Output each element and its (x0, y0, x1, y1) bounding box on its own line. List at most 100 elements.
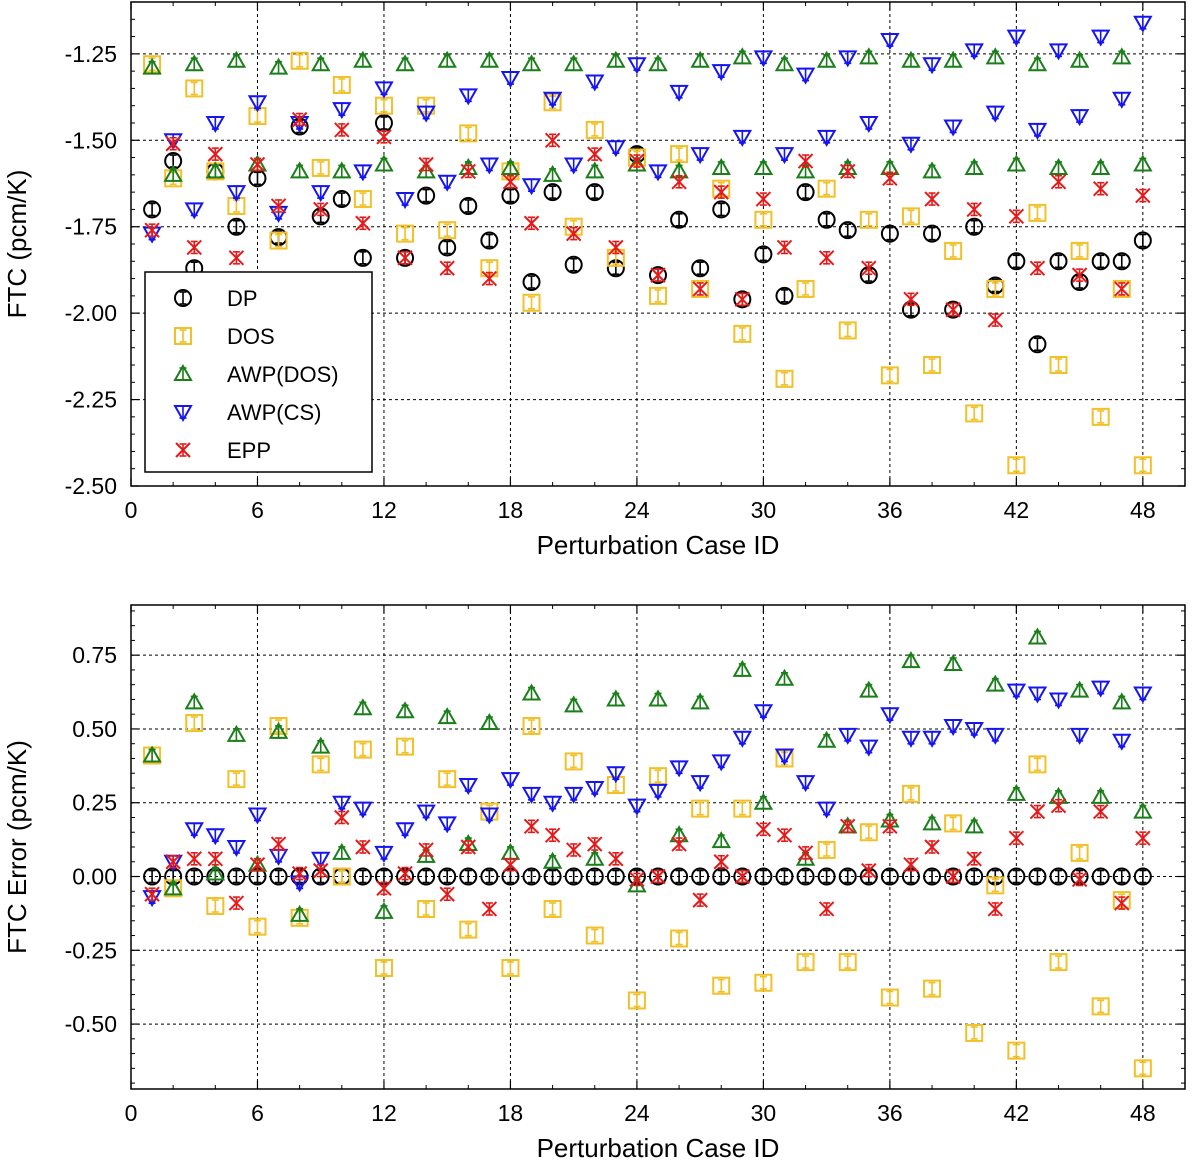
data-point-epp (945, 301, 961, 318)
data-point-dp (1028, 867, 1047, 886)
ftc-x-tick-labels: 0 6 12 18 24 30 36 42 48 (125, 2, 1156, 523)
data-point-epp (840, 818, 856, 835)
x-tick-label: 48 (1130, 497, 1156, 523)
ftc-y-axis-label: FTC (pcm/K) (2, 170, 32, 319)
data-point-dos (543, 899, 562, 918)
data-point-epp (355, 839, 371, 855)
data-point-awp-cs (226, 840, 247, 858)
data-point-awp-cs (437, 174, 457, 192)
data-point-dp (564, 255, 583, 274)
data-point-awp-dos (1027, 627, 1048, 645)
data-point-epp (882, 170, 898, 187)
data-point-awp-cs (332, 102, 352, 120)
data-point-dos (691, 799, 710, 818)
data-point-awp-dos (985, 47, 1006, 65)
data-point-awp-dos (816, 50, 837, 68)
data-point-awp-dos (774, 54, 795, 72)
data-point-awp-cs (1027, 122, 1048, 140)
data-point-awp-cs (922, 57, 942, 75)
data-point-dos (880, 366, 899, 385)
data-point-awp-cs (943, 119, 963, 137)
y-tick-label: -2.25 (65, 387, 117, 413)
data-point-epp (228, 895, 245, 911)
data-point-awp-cs (964, 43, 984, 61)
data-point-epp (1008, 830, 1025, 846)
data-point-awp-dos (310, 54, 331, 72)
data-point-awp-cs (247, 807, 268, 825)
data-point-awp-cs (353, 801, 373, 819)
data-point-dos (1007, 1041, 1026, 1060)
data-point-dos (965, 404, 984, 423)
data-point-awp-dos (289, 161, 310, 179)
data-point-awp-cs (816, 129, 837, 147)
data-point-dp (965, 217, 984, 236)
data-point-epp (270, 836, 287, 852)
data-point-awp-cs (795, 775, 816, 793)
data-point-awp-dos (985, 674, 1006, 692)
data-point-awp-dos (374, 154, 394, 172)
data-point-dos (396, 224, 415, 243)
data-point-dp (796, 183, 815, 202)
data-point-dos (185, 79, 204, 98)
data-point-awp-dos (585, 848, 605, 866)
data-point-awp-dos (205, 161, 226, 179)
data-point-awp-dos (1112, 692, 1132, 710)
data-point-epp (228, 250, 245, 266)
data-point-awp-dos (585, 161, 605, 179)
data-point-epp (565, 842, 582, 858)
data-point-dos (838, 321, 857, 340)
data-point-epp (1029, 803, 1046, 820)
data-point-awp-cs (268, 848, 289, 866)
data-point-awp-dos (142, 57, 162, 75)
data-point-awp-cs (711, 754, 731, 772)
data-point-epp (1071, 871, 1088, 888)
data-point-dos (1007, 456, 1026, 475)
y-tick-label: -1.75 (65, 214, 117, 240)
data-point-epp (987, 901, 1003, 917)
y-tick-label: 0.25 (72, 790, 117, 816)
data-point-dos (501, 959, 520, 977)
data-point-awp-cs (922, 730, 942, 748)
data-point-dp (501, 186, 520, 205)
ftc-error-data-points (142, 627, 1153, 1078)
legend-marker-awp-dos (173, 363, 193, 381)
data-point-dp (564, 867, 583, 886)
data-point-dp (712, 200, 731, 219)
y-tick-label: -1.25 (65, 41, 117, 67)
data-point-awp-cs (859, 116, 879, 134)
data-point-awp-dos (859, 47, 879, 65)
x-tick-label: 24 (624, 497, 650, 523)
series-awp-cs (142, 15, 1153, 244)
data-point-epp (797, 845, 814, 861)
data-point-dp (332, 190, 351, 209)
data-point-dos (944, 241, 963, 260)
data-point-awp-dos (353, 698, 373, 716)
data-point-dos (838, 953, 857, 972)
y-tick-label: -1.50 (65, 127, 117, 153)
data-point-dos (522, 293, 541, 312)
data-point-epp (608, 851, 624, 867)
data-point-dos (417, 899, 436, 918)
data-point-dos (522, 717, 541, 735)
data-point-dos (796, 953, 815, 972)
data-point-awp-dos (542, 851, 563, 869)
data-point-dos (1133, 1059, 1152, 1078)
ftc-error-plot-frame (130, 604, 1186, 1090)
data-point-dp (585, 183, 604, 202)
data-point-dos (332, 75, 351, 94)
data-point-epp (249, 156, 266, 173)
data-point-awp-dos (289, 904, 310, 922)
data-point-awp-cs (542, 91, 563, 109)
data-point-epp (776, 827, 793, 843)
y-tick-label: 0.75 (72, 642, 117, 668)
data-point-dos (585, 120, 604, 139)
data-point-epp (755, 821, 772, 837)
data-point-awp-cs (859, 739, 879, 757)
legend-marker-awp-cs (173, 405, 193, 423)
data-point-awp-cs (774, 748, 795, 766)
data-point-epp (186, 851, 202, 867)
data-point-dp (817, 210, 836, 229)
ftc-panel: 0 6 12 18 24 30 36 42 48 -1.25 -1.50 -1.75 -2.00 -2.2… (2, 1, 1186, 560)
data-point-epp (629, 153, 645, 169)
data-point-dos (986, 876, 1005, 895)
